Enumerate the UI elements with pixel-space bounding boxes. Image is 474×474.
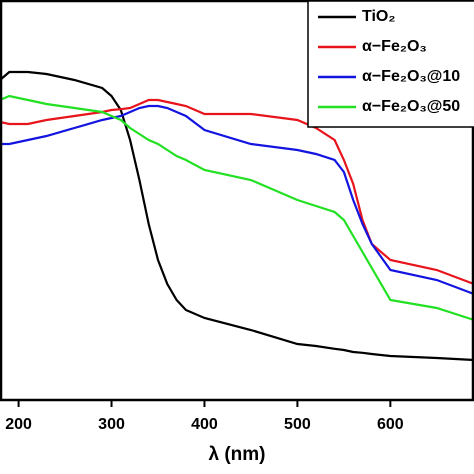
legend-label: α−Fe₂O₃@10 [362, 68, 460, 85]
x-tick-label: 600 [377, 416, 404, 433]
legend-label: TiO₂ [362, 8, 395, 25]
series-line [0, 104, 474, 296]
x-tick-label: 300 [98, 416, 125, 433]
series-line [0, 70, 474, 362]
legend-label: α−Fe₂O₃@50 [362, 98, 460, 115]
x-tick-label: 400 [191, 416, 218, 433]
x-tick-label: 500 [284, 416, 311, 433]
x-tick-label: 200 [5, 416, 32, 433]
legend-label: α−Fe₂O₃ [362, 38, 427, 55]
series-line [0, 94, 474, 322]
plot-frame [0, 0, 474, 402]
series-line [0, 98, 474, 286]
x-axis-label: λ (nm) [209, 444, 266, 465]
